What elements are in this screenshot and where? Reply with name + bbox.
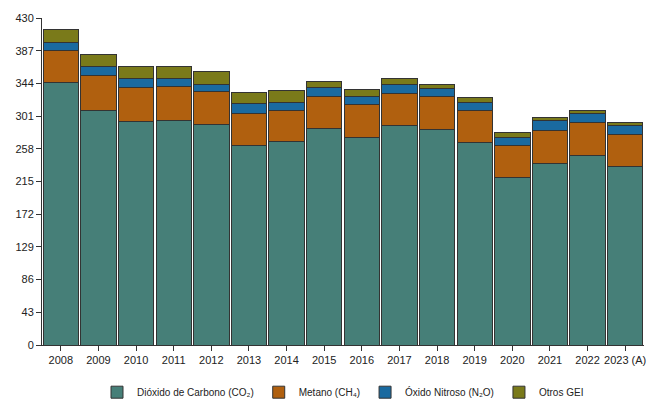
svg-text:430: 430 — [15, 12, 33, 24]
svg-text:2011: 2011 — [162, 354, 186, 366]
svg-text:2012: 2012 — [199, 354, 223, 366]
svg-text:2014: 2014 — [274, 354, 298, 366]
svg-text:2021: 2021 — [538, 354, 562, 366]
svg-text:2010: 2010 — [124, 354, 148, 366]
svg-text:2020: 2020 — [500, 354, 524, 366]
svg-text:215: 215 — [15, 175, 33, 187]
svg-text:387: 387 — [15, 45, 33, 57]
svg-text:Óxido Nitroso (N₂O): Óxido Nitroso (N₂O) — [405, 386, 494, 398]
svg-text:2017: 2017 — [387, 354, 411, 366]
svg-text:258: 258 — [15, 143, 33, 155]
svg-text:2015: 2015 — [312, 354, 336, 366]
svg-text:2013: 2013 — [237, 354, 261, 366]
svg-text:2018: 2018 — [425, 354, 449, 366]
svg-text:2016: 2016 — [350, 354, 374, 366]
svg-text:43: 43 — [22, 306, 34, 318]
svg-text:301: 301 — [15, 110, 33, 122]
svg-text:Otros GEI: Otros GEI — [539, 387, 583, 398]
svg-text:344: 344 — [15, 77, 33, 89]
svg-text:129: 129 — [15, 241, 33, 253]
svg-text:86: 86 — [22, 273, 34, 285]
svg-text:Metano (CH₄): Metano (CH₄) — [299, 387, 360, 398]
svg-text:Dióxido de Carbono (CO₂): Dióxido de Carbono (CO₂) — [137, 387, 254, 398]
svg-text:2008: 2008 — [49, 354, 73, 366]
svg-text:2019: 2019 — [462, 354, 486, 366]
svg-text:172: 172 — [15, 208, 33, 220]
svg-text:2022: 2022 — [575, 354, 599, 366]
svg-text:0: 0 — [28, 339, 34, 351]
svg-text:2023 (A): 2023 (A) — [604, 354, 646, 366]
svg-text:2009: 2009 — [86, 354, 110, 366]
